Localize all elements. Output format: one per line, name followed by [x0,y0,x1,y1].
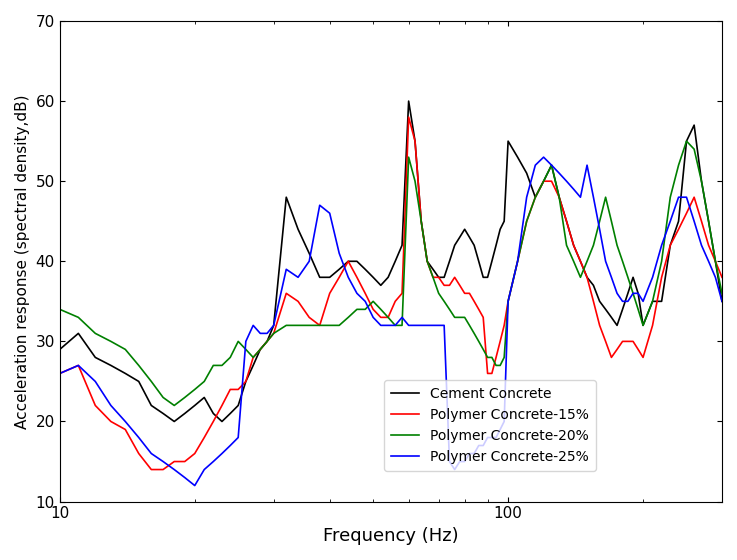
Polymer Concrete-20% [55,306,64,312]
Polymer Concrete-15% [404,114,413,120]
Polymer Concrete-25% [445,458,454,465]
Cement Concrete [91,354,99,361]
Polymer Concrete-25% [181,474,189,481]
Cement Concrete [595,298,604,305]
Polymer Concrete-20% [682,138,691,144]
Polymer Concrete-15% [190,450,199,457]
Polymer Concrete-25% [91,378,99,385]
Polymer Concrete-15% [55,370,64,377]
Polymer Concrete-25% [190,482,199,489]
Polymer Concrete-20% [91,330,99,337]
Polymer Concrete-25% [55,370,64,377]
Cement Concrete [718,298,727,305]
Line: Cement Concrete: Cement Concrete [60,101,722,422]
Y-axis label: Acceleration response (spectral density,dB): Acceleration response (spectral density,… [15,94,30,428]
Polymer Concrete-15% [595,322,604,329]
Polymer Concrete-15% [718,274,727,281]
Line: Polymer Concrete-15%: Polymer Concrete-15% [60,117,722,469]
Cement Concrete [190,402,199,409]
Cement Concrete [634,290,643,297]
Line: Polymer Concrete-20%: Polymer Concrete-20% [60,141,722,405]
Polymer Concrete-15% [634,346,643,353]
Polymer Concrete-20% [445,306,454,312]
Legend: Cement Concrete, Polymer Concrete-15%, Polymer Concrete-20%, Polymer Concrete-25: Cement Concrete, Polymer Concrete-15%, P… [385,380,596,470]
Polymer Concrete-15% [121,426,130,433]
Cement Concrete [450,242,459,249]
Polymer Concrete-20% [589,242,598,249]
Polymer Concrete-20% [190,386,199,393]
Polymer Concrete-15% [91,402,99,409]
X-axis label: Frequency (Hz): Frequency (Hz) [323,527,458,545]
Polymer Concrete-25% [121,418,130,425]
Polymer Concrete-25% [539,154,548,161]
Polymer Concrete-20% [121,346,130,353]
Polymer Concrete-15% [450,274,459,281]
Polymer Concrete-25% [718,298,727,305]
Cement Concrete [121,370,130,377]
Cement Concrete [55,346,64,353]
Polymer Concrete-20% [718,290,727,297]
Cement Concrete [170,418,178,425]
Polymer Concrete-20% [629,290,638,297]
Polymer Concrete-15% [147,466,156,473]
Polymer Concrete-20% [170,402,178,409]
Cement Concrete [404,98,413,105]
Polymer Concrete-25% [634,290,643,297]
Polymer Concrete-25% [595,226,604,232]
Line: Polymer Concrete-25%: Polymer Concrete-25% [60,157,722,486]
